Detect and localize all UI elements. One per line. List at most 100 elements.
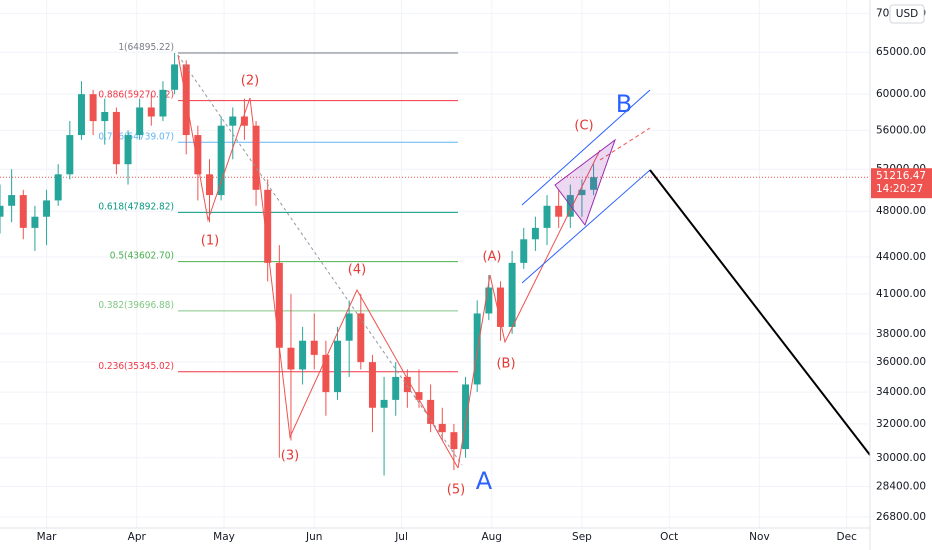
wave-label: (5)	[447, 483, 465, 498]
fib-label: 0.886(59270.32)	[98, 90, 174, 101]
wave-label: (B)	[496, 357, 515, 372]
currency-box	[889, 4, 925, 24]
candle-body	[403, 376, 411, 393]
candle-body	[368, 362, 376, 408]
channel-line	[521, 89, 651, 206]
candle-body	[438, 423, 446, 433]
candle-body	[310, 340, 318, 355]
candle-body	[462, 384, 470, 450]
wave-line	[177, 54, 459, 469]
fib-label: 0.618(47892.82)	[98, 201, 174, 212]
candle-body	[66, 135, 74, 175]
candle-body	[450, 432, 458, 450]
drawings	[177, 54, 871, 469]
y-tick-label: 34000.00	[876, 386, 926, 398]
pattern	[554, 138, 617, 227]
candle-body	[229, 116, 237, 126]
wave-label: B	[616, 90, 632, 118]
candle-body	[520, 239, 528, 263]
fib-label: 0.5(43602.70)	[110, 251, 174, 262]
candle-body	[89, 94, 97, 122]
y-tick-label: 48000.00	[876, 205, 926, 217]
y-tick-label: 32000.00	[876, 418, 926, 430]
candle-body	[380, 399, 388, 408]
wave-label: (1)	[201, 234, 219, 249]
candle-body	[19, 195, 27, 228]
fib-label: 0.382(39696.88)	[98, 300, 174, 311]
candle-body	[485, 287, 493, 314]
candle-body	[159, 89, 167, 117]
candle-body	[578, 189, 586, 196]
projection-line	[599, 127, 651, 161]
last-price-box	[871, 168, 932, 199]
fib-retracement: 1(64895.22) 0.886(59270.32) 0.786(54739.07…	[98, 42, 458, 373]
wave-label: A	[476, 467, 493, 495]
candle-body	[473, 313, 481, 385]
candle-body	[0, 205, 4, 217]
x-tick-label: Jun	[305, 531, 322, 543]
currency-label: USD	[896, 8, 918, 20]
y-tick-label: 26800.00	[876, 511, 926, 523]
candle-body	[299, 340, 307, 370]
last-price-label: 51216.47	[876, 170, 926, 182]
y-tick-label: 65000.00	[876, 46, 926, 58]
wave-label: (4)	[348, 263, 366, 278]
candle-body	[275, 262, 283, 348]
candle-body	[54, 174, 62, 201]
wave-labels: (1) (2) (3) (4) (5) (A) (B) (C) A B	[201, 74, 632, 498]
fib-label: 1(64895.22)	[118, 42, 174, 53]
candle-body	[171, 64, 179, 90]
candle-body	[112, 111, 120, 165]
candle-body	[217, 125, 225, 196]
candle-body	[252, 125, 260, 190]
candle-body	[590, 177, 598, 190]
x-tick-label: Apr	[128, 531, 147, 543]
x-tick-label: Sep	[572, 531, 592, 543]
candle-body	[206, 174, 213, 196]
x-tick-label: Dec	[837, 531, 858, 543]
y-tick-label: 44000.00	[876, 251, 926, 263]
axes: 26800.00 28400.00 30000.00 32000.00 34000.00…	[37, 4, 932, 543]
candle-body	[322, 354, 330, 393]
candle-body	[357, 313, 365, 363]
grid	[0, 0, 870, 528]
candle-body	[43, 200, 51, 217]
candle-body	[392, 376, 400, 400]
y-tick-label: 30000.00	[876, 452, 926, 464]
candle-body	[264, 189, 272, 263]
candle-body	[240, 116, 248, 126]
candle-body	[334, 340, 342, 393]
wave-label: (A)	[482, 250, 501, 265]
y-tick-label: 28400.00	[876, 481, 926, 493]
candle-body	[124, 135, 132, 165]
candle-body	[415, 392, 423, 400]
projection-line	[649, 169, 871, 456]
candle-body	[555, 205, 563, 217]
candle-body	[8, 195, 16, 206]
candle-body	[531, 227, 539, 240]
fib-label: 0.236(35345.02)	[98, 361, 174, 372]
trend-line	[177, 54, 463, 466]
wave-label: (3)	[281, 449, 299, 464]
candle-body	[543, 205, 551, 228]
candle-body	[345, 313, 353, 341]
candle-body	[136, 107, 144, 136]
candle-body	[31, 216, 39, 228]
countdown-label: 14:20:27	[876, 183, 923, 195]
candle-body	[194, 135, 202, 175]
wave-label: (C)	[574, 119, 593, 134]
candle-body	[287, 347, 295, 370]
y-tick-label: 38000.00	[876, 328, 926, 340]
y-tick-label: 36000.00	[876, 356, 926, 368]
x-tick-label: Oct	[660, 531, 678, 543]
wave-label: (2)	[241, 74, 259, 89]
y-tick-label: 60000.00	[876, 88, 926, 100]
channel-line	[521, 169, 651, 284]
wave-line	[457, 149, 601, 469]
x-tick-label: Aug	[481, 531, 502, 543]
candle-body	[101, 111, 109, 122]
x-tick-label: Jul	[394, 531, 408, 543]
candle-body	[496, 287, 504, 327]
